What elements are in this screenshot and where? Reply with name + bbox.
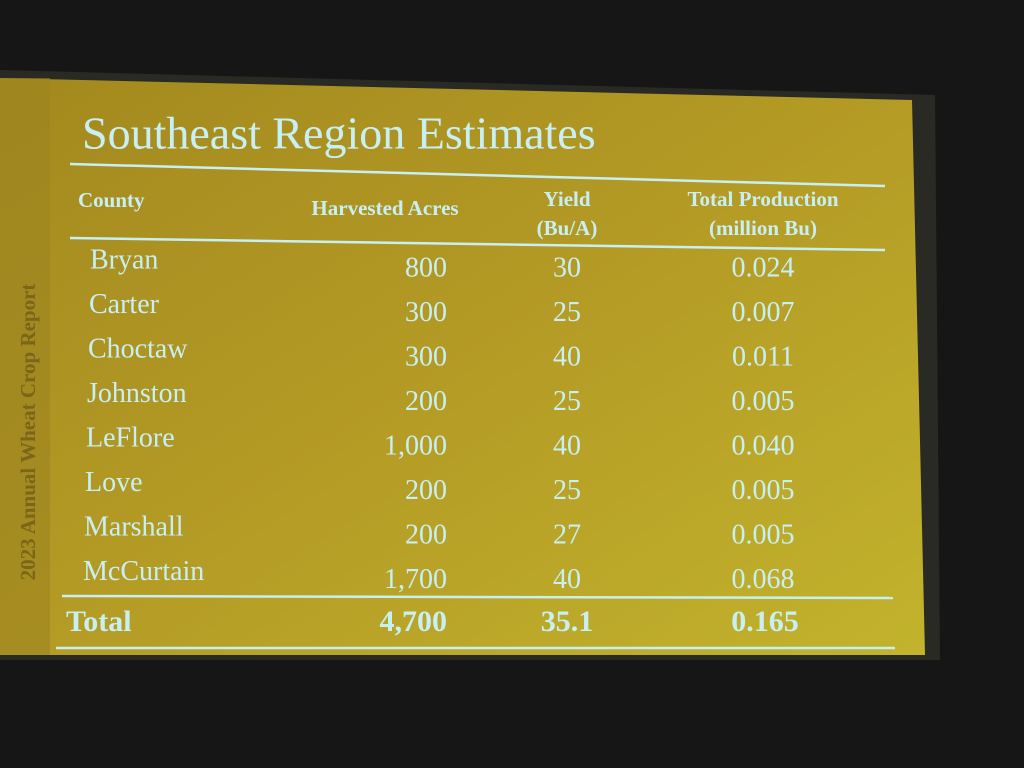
cell-value: 0.040: [732, 430, 795, 461]
column-header: (Bu/A): [537, 216, 598, 240]
total-value: 4,700: [380, 605, 448, 638]
cell-value: 27: [553, 519, 581, 550]
side-bar: [0, 78, 50, 655]
cell-value: 0.005: [732, 475, 795, 506]
total-value: Total: [66, 605, 132, 638]
county-name: Johnston: [87, 378, 187, 409]
title-rule: [69, 162, 886, 188]
county-name: Carter: [89, 289, 160, 320]
side-label: 2023 Annual Wheat Crop Report: [16, 284, 40, 581]
county-name: LeFlore: [86, 422, 175, 453]
county-name: McCurtain: [83, 556, 204, 587]
header-rule: [69, 236, 886, 252]
cell-value: 40: [553, 564, 581, 595]
total-value: 0.165: [731, 605, 799, 638]
cell-value: 30: [553, 252, 581, 283]
slide-title: Southeast Region Estimates: [82, 108, 596, 159]
cell-value: 300: [405, 341, 447, 372]
cell-value: 1,000: [384, 430, 447, 461]
cell-value: 0.007: [732, 297, 795, 328]
column-header: Yield: [543, 187, 590, 211]
county-name: Love: [85, 467, 143, 498]
cell-value: 0.005: [732, 386, 795, 417]
cell-value: 200: [405, 475, 447, 506]
total-value: 35.1: [541, 605, 594, 638]
cell-value: 25: [553, 297, 581, 328]
cell-value: 0.024: [732, 252, 795, 283]
cell-value: 40: [553, 341, 581, 372]
cell-value: 200: [405, 519, 447, 550]
column-header: Total Production: [687, 187, 838, 211]
cell-value: 300: [405, 297, 447, 328]
county-name: Marshall: [84, 511, 184, 542]
slide: [0, 78, 925, 655]
cell-value: 200: [405, 386, 447, 417]
column-header: (million Bu): [709, 216, 817, 240]
cell-value: 0.068: [732, 564, 795, 595]
county-name: Bryan: [90, 244, 158, 275]
table: County Harvested Acres Yield (Bu/A) Total Pr…: [56, 187, 895, 650]
column-header: Harvested Acres: [311, 196, 458, 220]
cell-value: 1,700: [384, 564, 447, 595]
total-rule: [61, 594, 894, 600]
cell-value: 25: [553, 386, 581, 417]
cell-value: 40: [553, 430, 581, 461]
cell-value: 25: [553, 475, 581, 506]
cell-value: 800: [405, 252, 447, 283]
cell-value: 0.011: [732, 341, 794, 372]
county-name: Choctaw: [88, 333, 188, 364]
cell-value: 0.005: [732, 519, 795, 550]
column-header: County: [78, 188, 145, 212]
